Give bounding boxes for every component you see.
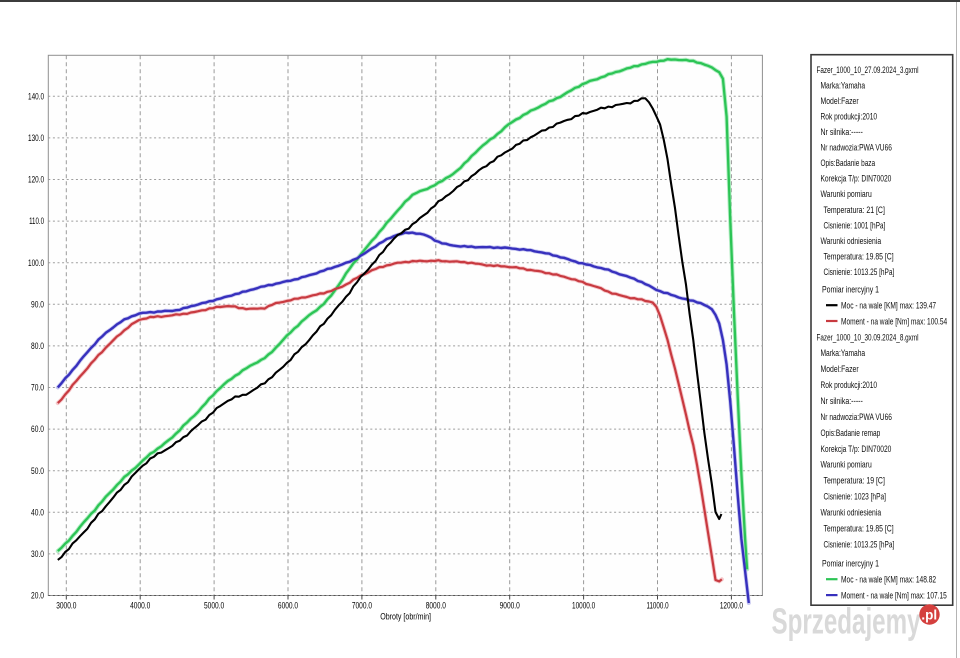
svg-text:Moc - na wale [KM] max: 139.47: Moc - na wale [KM] max: 139.47: [841, 300, 936, 310]
svg-text:50.0: 50.0: [31, 466, 44, 476]
svg-text:Pomiar inercyjny 1: Pomiar inercyjny 1: [822, 557, 879, 568]
svg-text:5000.0: 5000.0: [204, 600, 225, 610]
svg-text:60.0: 60.0: [31, 424, 44, 434]
svg-text:70.0: 70.0: [31, 383, 44, 393]
svg-text:30.0: 30.0: [31, 549, 44, 559]
svg-text:Marka:Yamaha: Marka:Yamaha: [821, 348, 866, 358]
svg-text:Cisnienie: 1023 [hPa]: Cisnienie: 1023 [hPa]: [824, 491, 886, 502]
svg-text:Opis:Badanie remap: Opis:Badanie remap: [821, 428, 881, 439]
svg-text:100.0: 100.0: [28, 258, 44, 268]
svg-text:11000.0: 11000.0: [646, 600, 669, 611]
svg-text:Rok produkcji:2010: Rok produkcji:2010: [821, 111, 878, 121]
svg-text:80.0: 80.0: [31, 341, 44, 351]
svg-text:Warunki pomiaru: Warunki pomiaru: [821, 188, 873, 200]
svg-text:Temperatura: 19.85 [C]: Temperatura: 19.85 [C]: [824, 250, 894, 261]
svg-text:Warunki odniesienia: Warunki odniesienia: [821, 506, 882, 518]
svg-text:Obroty [obr/min]: Obroty [obr/min]: [380, 612, 431, 622]
svg-text:3000.0: 3000.0: [56, 600, 77, 610]
svg-text:Nr silnika:-----: Nr silnika:-----: [821, 126, 863, 137]
svg-text:Pomiar inercyjny 1: Pomiar inercyjny 1: [822, 283, 879, 294]
svg-text:6000.0: 6000.0: [278, 600, 299, 610]
svg-text:Temperatura: 19.85 [C]: Temperatura: 19.85 [C]: [824, 522, 894, 533]
svg-text:10000.0: 10000.0: [572, 600, 596, 610]
svg-text:Nr silnika:-----: Nr silnika:-----: [821, 395, 863, 406]
svg-text:8000.0: 8000.0: [426, 600, 447, 610]
svg-text:.pl: .pl: [921, 608, 937, 623]
svg-text:9000.0: 9000.0: [500, 600, 521, 610]
svg-text:Opis:Badanie baza: Opis:Badanie baza: [821, 158, 876, 169]
svg-text:Rok produkcji:2010: Rok produkcji:2010: [821, 380, 878, 390]
svg-text:Cisnienie: 1001 [hPa]: Cisnienie: 1001 [hPa]: [824, 220, 886, 231]
svg-text:Moment - na wale [Nm] max: 107: Moment - na wale [Nm] max: 107.15: [841, 590, 947, 601]
svg-text:Model:Fazer: Model:Fazer: [821, 95, 859, 106]
svg-text:Temperatura: 21 [C]: Temperatura: 21 [C]: [824, 204, 885, 215]
svg-text:40.0: 40.0: [31, 507, 44, 517]
svg-text:Moment - na wale [Nm] max: 100: Moment - na wale [Nm] max: 100.54: [841, 316, 948, 326]
svg-text:Sprzedajemy: Sprzedajemy: [772, 600, 922, 641]
svg-text:130.0: 130.0: [28, 133, 44, 143]
svg-text:Temperatura: 19 [C]: Temperatura: 19 [C]: [824, 475, 885, 486]
svg-text:Cisnienie: 1013.25 [hPa]: Cisnienie: 1013.25 [hPa]: [824, 267, 895, 278]
svg-text:Marka:Yamaha: Marka:Yamaha: [821, 80, 866, 90]
svg-text:110.0: 110.0: [29, 216, 44, 227]
svg-text:7000.0: 7000.0: [352, 600, 373, 610]
svg-text:90.0: 90.0: [31, 299, 44, 309]
svg-text:20.0: 20.0: [31, 591, 44, 601]
svg-text:140.0: 140.0: [28, 91, 44, 101]
svg-text:12000.0: 12000.0: [720, 600, 744, 610]
svg-text:Moc - na wale [KM] max: 148.82: Moc - na wale [KM] max: 148.82: [841, 574, 936, 584]
svg-text:Warunki pomiaru: Warunki pomiaru: [821, 458, 873, 470]
svg-text:120.0: 120.0: [28, 174, 44, 184]
svg-text:Nr nadwozia:PWA VU66: Nr nadwozia:PWA VU66: [821, 412, 893, 422]
svg-text:Fazer_1000_10_30.09.2024_8.gxm: Fazer_1000_10_30.09.2024_8.gxml: [817, 332, 919, 343]
svg-text:Korekcja T/p: DIN70020: Korekcja T/p: DIN70020: [821, 444, 892, 454]
svg-text:Model:Fazer: Model:Fazer: [821, 363, 859, 374]
svg-text:Cisnienie: 1013.25 [hPa]: Cisnienie: 1013.25 [hPa]: [824, 539, 895, 550]
svg-text:Korekcja T/p: DIN70020: Korekcja T/p: DIN70020: [821, 174, 892, 184]
svg-text:4000.0: 4000.0: [130, 600, 151, 610]
svg-text:Nr nadwozia:PWA VU66: Nr nadwozia:PWA VU66: [821, 142, 893, 152]
svg-text:Fazer_1000_10_27.09.2024_3.gxm: Fazer_1000_10_27.09.2024_3.gxml: [817, 65, 919, 76]
svg-text:Warunki odniesienia: Warunki odniesienia: [821, 235, 882, 247]
